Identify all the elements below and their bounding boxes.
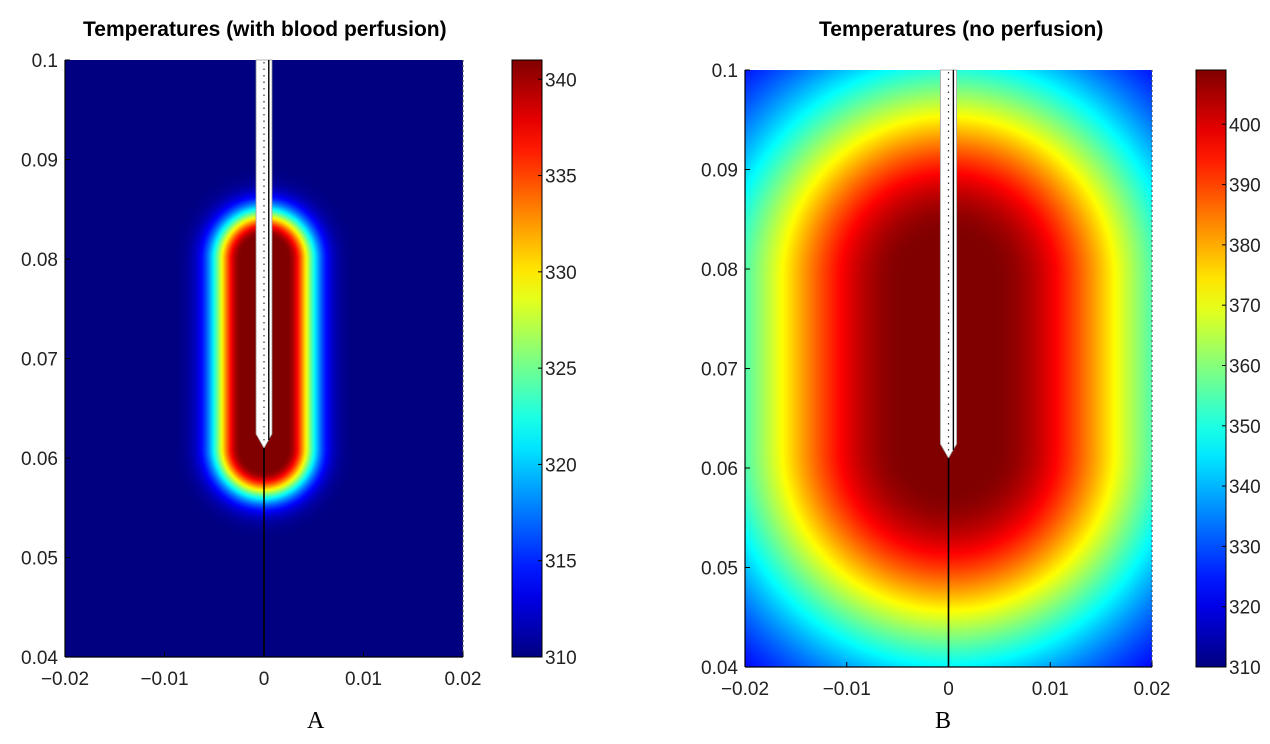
probe-needle-1 (939, 69, 958, 459)
x-tick-label-1-3: 0.01 (1032, 679, 1069, 700)
colorbar-1 (1195, 69, 1227, 668)
colorbar-label-0-1: 315 (545, 552, 577, 573)
colorbar-label-1-5: 360 (1229, 356, 1261, 377)
x-tick-label-0-2: 0 (259, 669, 270, 690)
chart-title-a: Temperatures (with blood perfusion) (83, 18, 447, 41)
colorbar-label-1-0: 310 (1229, 658, 1261, 679)
colorbar-label-1-3: 340 (1229, 477, 1261, 498)
y-tick-label-0-4: 0.08 (21, 250, 58, 271)
colorbar-label-1-2: 330 (1229, 537, 1261, 558)
chart-panel-a: Temperatures (with blood perfusion) −0.0… (21, 18, 577, 734)
y-tick-label-1-4: 0.08 (701, 260, 738, 281)
x-tick-label-1-2: 0 (943, 679, 954, 700)
y-tick-label-0-5: 0.09 (21, 151, 58, 172)
y-tick-label-0-6: 0.1 (32, 51, 58, 72)
colorbar-label-0-3: 325 (545, 359, 577, 380)
y-tick-label-1-0: 0.04 (701, 658, 738, 679)
heatmap-chart-b: −0.02 −0.01 0 0.01 0.02 0.04 0.05 0.06 0.07 0.08 0… (701, 61, 1261, 700)
y-tick-label-1-1: 0.05 (701, 559, 738, 580)
colorbar-label-1-6: 370 (1229, 296, 1261, 317)
colorbar-label-0-5: 335 (545, 167, 577, 188)
colorbar-label-1-7: 380 (1229, 236, 1261, 257)
panel-label-a: A (307, 708, 325, 734)
chart-title-b: Temperatures (no perfusion) (819, 18, 1104, 41)
x-tick-label-0-0: −0.02 (41, 669, 89, 690)
colorbar-label-1-9: 400 (1229, 115, 1261, 136)
y-tick-label-0-3: 0.07 (21, 350, 58, 371)
heatmap-chart-a: −0.02 −0.01 0 0.01 0.02 0.04 0.05 0.06 0.07 0.08 0… (21, 51, 577, 690)
y-tick-label-0-0: 0.04 (21, 648, 58, 669)
x-tick-label-1-1: −0.01 (823, 679, 871, 700)
colorbar-label-0-4: 330 (545, 263, 577, 284)
y-tick-label-1-6: 0.1 (712, 61, 738, 82)
chart-panel-b: Temperatures (no perfusion) −0.02 −0.01 0 0… (635, 0, 1270, 744)
colorbar-label-0-2: 320 (545, 455, 577, 476)
x-tick-label-1-4: 0.02 (1134, 679, 1171, 700)
y-tick-label-1-3: 0.07 (701, 360, 738, 381)
x-tick-label-0-3: 0.01 (345, 669, 382, 690)
colorbar-label-0-6: 340 (545, 70, 577, 91)
x-tick-label-0-4: 0.02 (445, 669, 482, 690)
colorbar-label-0-0: 310 (545, 648, 577, 669)
x-tick-label-0-1: −0.01 (140, 669, 188, 690)
colorbar-label-1-1: 320 (1229, 598, 1261, 619)
y-tick-label-1-2: 0.06 (701, 459, 738, 480)
y-tick-label-0-2: 0.06 (21, 449, 58, 470)
x-tick-label-1-0: −0.02 (721, 679, 769, 700)
colorbar-label-1-4: 350 (1229, 417, 1261, 438)
probe-needle-0 (255, 59, 273, 449)
colorbar-label-1-8: 390 (1229, 176, 1261, 197)
panel-label-b: B (935, 708, 952, 734)
y-tick-label-1-5: 0.09 (701, 161, 738, 182)
colorbar-0 (511, 59, 543, 658)
y-tick-label-0-1: 0.05 (21, 549, 58, 570)
